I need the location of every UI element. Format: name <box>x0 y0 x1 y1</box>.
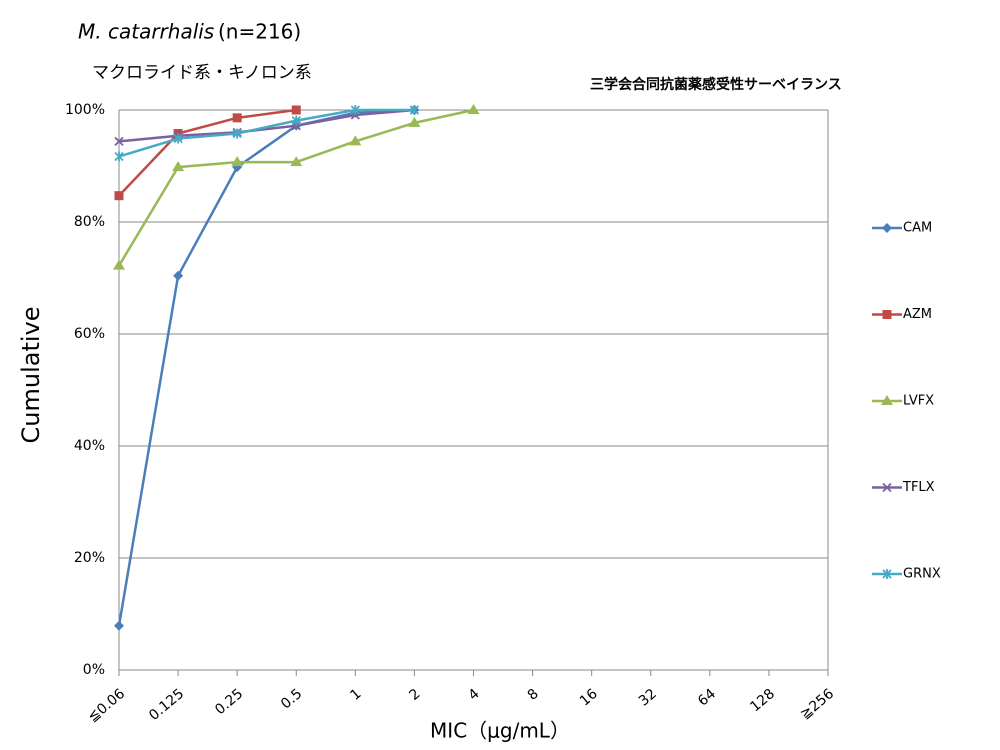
marker <box>409 105 420 115</box>
marker <box>113 259 125 270</box>
chart-title-note: (n=216) <box>218 20 301 44</box>
legend-label: CAM <box>903 221 932 236</box>
x-tick-label: 0.5 <box>278 686 305 713</box>
x-tick-label: 0.125 <box>146 686 187 724</box>
y-tick-label: 20% <box>74 550 105 566</box>
legend-label: LVFX <box>903 394 934 409</box>
y-tick-label: 100% <box>65 102 105 118</box>
legend-label: TFLX <box>902 480 935 495</box>
marker <box>882 310 892 319</box>
marker <box>882 569 892 579</box>
chart-subtitle: マクロライド系・キノロン系 <box>92 63 312 83</box>
legend-label: AZM <box>903 307 932 322</box>
marker <box>114 151 124 162</box>
y-tick-label: 80% <box>74 214 105 230</box>
marker <box>232 113 242 123</box>
marker <box>114 620 124 631</box>
marker <box>290 156 303 167</box>
marker <box>882 223 892 233</box>
marker <box>881 395 893 405</box>
series-line <box>117 108 474 267</box>
x-tick-label: 0.25 <box>212 686 246 718</box>
y-tick-label: 60% <box>74 326 105 342</box>
y-axis-label: Cumulative <box>17 307 45 444</box>
x-tick-label: 1 <box>347 686 364 704</box>
x-axis-label: MIC（μg/mL） <box>430 719 570 743</box>
marker <box>467 104 480 114</box>
marker <box>114 191 124 201</box>
x-tick-label: 2 <box>406 686 423 704</box>
x-tick-label: 128 <box>747 686 778 715</box>
x-tick-label: 64 <box>695 686 719 710</box>
y-tick-label: 0% <box>83 662 105 678</box>
marker <box>173 133 183 144</box>
x-tick-label: ≧256 <box>797 686 837 723</box>
marker <box>232 128 242 139</box>
marker <box>172 161 185 172</box>
x-tick-label: ≦0.06 <box>85 686 128 726</box>
legend-label: GRNX <box>903 567 941 582</box>
marker <box>408 116 421 127</box>
x-tick-label: 16 <box>577 686 601 710</box>
series-line <box>118 108 415 143</box>
marker <box>173 270 184 281</box>
marker <box>114 136 124 146</box>
annotation: 三学会合同抗菌薬感受性サーベイランス <box>590 76 842 93</box>
marker <box>350 105 360 115</box>
chart-title: M. catarrhalis <box>78 20 214 44</box>
series-line <box>118 108 415 158</box>
x-tick-label: 4 <box>466 686 483 704</box>
series-line <box>117 108 415 626</box>
marker <box>291 115 301 126</box>
marker <box>231 156 244 167</box>
marker <box>291 105 301 115</box>
marker <box>882 482 892 493</box>
series-line <box>118 108 297 197</box>
marker <box>173 129 183 139</box>
y-tick-label: 40% <box>74 438 105 454</box>
x-tick-label: 32 <box>636 686 660 710</box>
x-tick-label: 8 <box>525 686 542 704</box>
marker <box>349 135 362 146</box>
